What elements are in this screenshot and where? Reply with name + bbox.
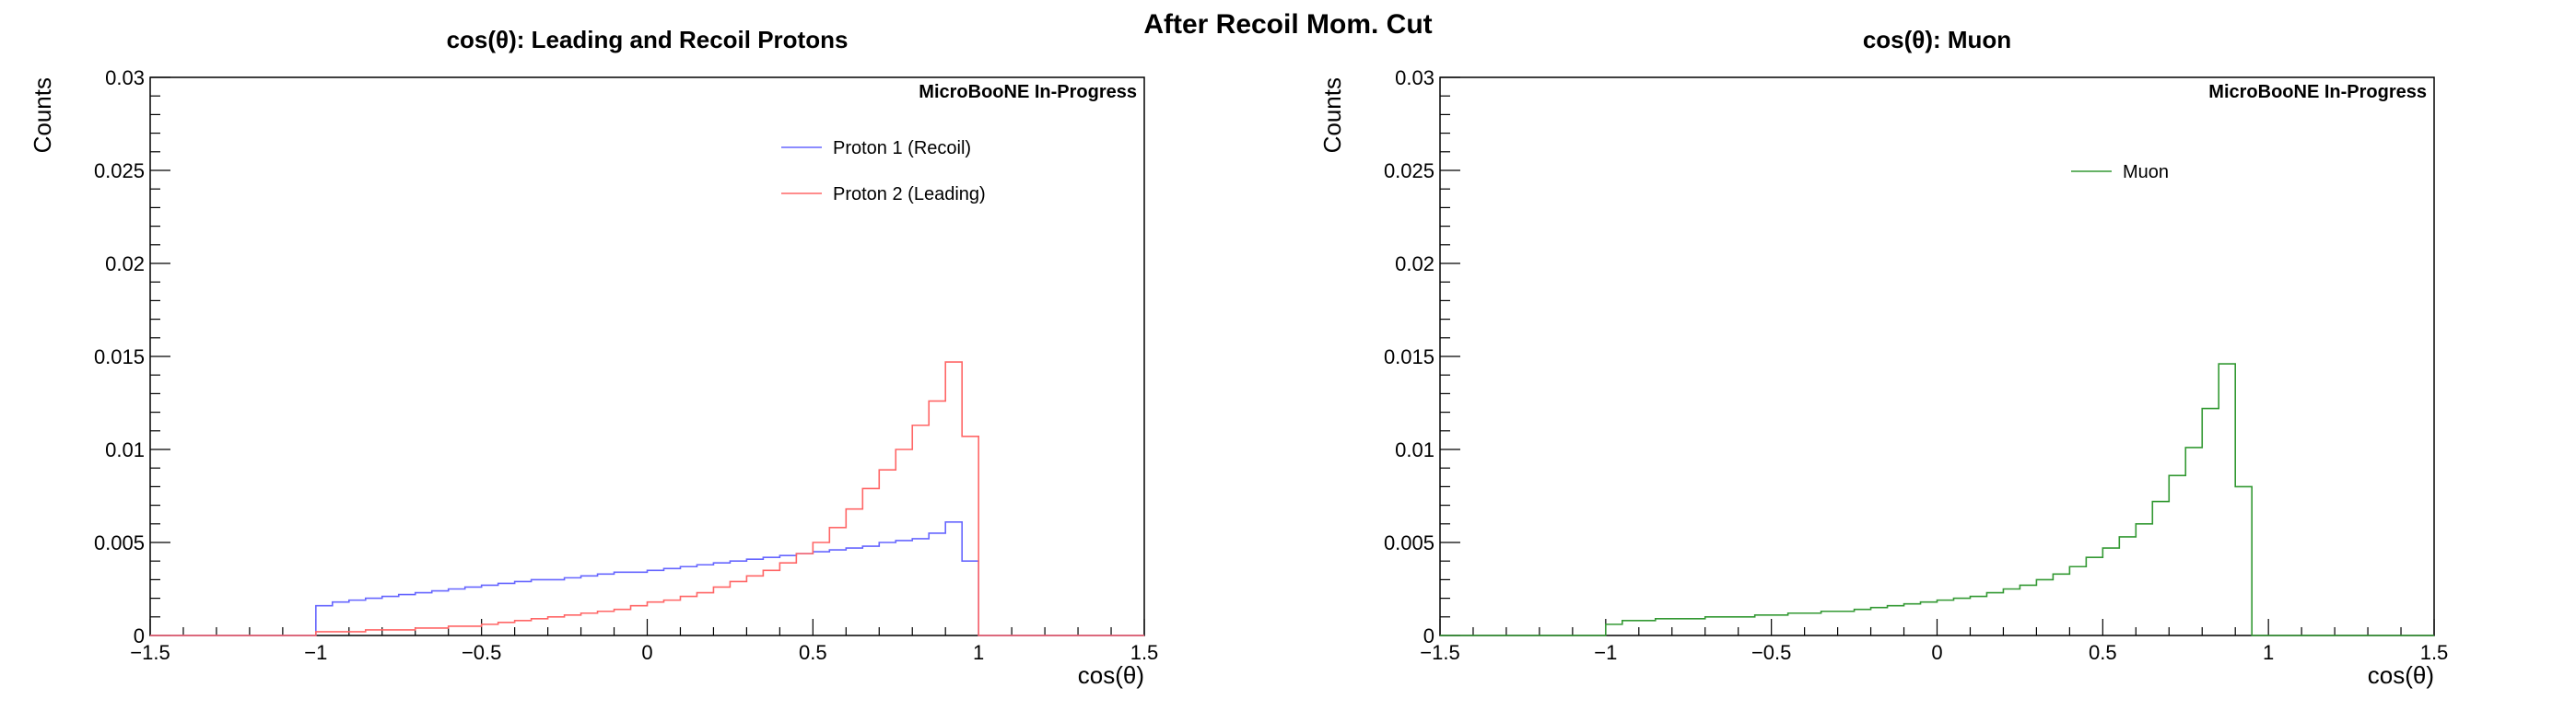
y-tick-label: 0.025 [1384, 159, 1434, 182]
histogram-series-1 [1440, 363, 2434, 636]
x-tick-label: −0.5 [462, 641, 501, 664]
y-tick-label: 0.015 [94, 345, 145, 368]
y-tick-label: 0.015 [1384, 345, 1434, 368]
watermark-label: MicroBooNE In-Progress [919, 82, 1137, 102]
y-axis-label: Counts [29, 77, 56, 153]
y-tick-label: 0.03 [1395, 66, 1434, 89]
plot-title: cos(θ): Muon [1863, 26, 2011, 53]
x-tick-label: 1.5 [1130, 641, 1159, 664]
x-tick-label: 1 [2263, 641, 2274, 664]
x-tick-label: 0.5 [2089, 641, 2117, 664]
plot-title: cos(θ): Leading and Recoil Protons [447, 26, 849, 53]
chart-panel-1: cos(θ): Leading and Recoil Protons −1.5 −1… [29, 26, 1158, 689]
x-tick-label: 0 [1931, 641, 1942, 664]
x-tick-label: −1 [304, 641, 327, 664]
y-tick-label: 0.025 [94, 159, 145, 182]
x-tick-label: −1 [1594, 641, 1617, 664]
y-tick-label: 0.03 [105, 66, 145, 89]
page-title: After Recoil Mom. Cut [1143, 9, 1433, 40]
plot-frame [149, 76, 1145, 636]
y-tick-label: 0 [134, 624, 145, 647]
x-tick-label: 1.5 [2420, 641, 2449, 664]
x-tick-label: −0.5 [1751, 641, 1791, 664]
y-tick-label: 0.01 [105, 438, 145, 461]
x-tick-label: 1 [973, 641, 984, 664]
y-tick-label: 0.02 [1395, 252, 1434, 275]
legend-label: Proton 1 (Recoil) [833, 138, 971, 158]
y-axis-label: Counts [1318, 77, 1346, 153]
histogram-series-1 [150, 520, 1144, 636]
watermark-label: MicroBooNE In-Progress [2208, 82, 2427, 102]
chart-panel-2: cos(θ): Muon −1.5 −1 −0.5 0 0.5 1 1.5 0 0.005 0.01… [1318, 26, 2448, 689]
y-tick-label: 0.02 [105, 252, 145, 275]
legend-label: Muon [2123, 162, 2169, 182]
histogram-series-2 [150, 361, 1144, 636]
y-tick-label: 0.01 [1395, 438, 1434, 461]
x-axis-label: cos(θ) [2368, 661, 2434, 689]
x-tick-label: −1.5 [130, 641, 170, 664]
y-tick-label: 0.005 [94, 531, 145, 554]
x-tick-label: −1.5 [1420, 641, 1459, 664]
x-axis-label: cos(θ) [1078, 661, 1144, 689]
legend-label: Proton 2 (Leading) [833, 184, 986, 204]
plot-frame [1439, 76, 2435, 636]
x-tick-label: 0 [641, 641, 652, 664]
x-tick-label: 0.5 [799, 641, 827, 664]
y-tick-label: 0 [1423, 624, 1434, 647]
y-tick-label: 0.005 [1384, 531, 1434, 554]
